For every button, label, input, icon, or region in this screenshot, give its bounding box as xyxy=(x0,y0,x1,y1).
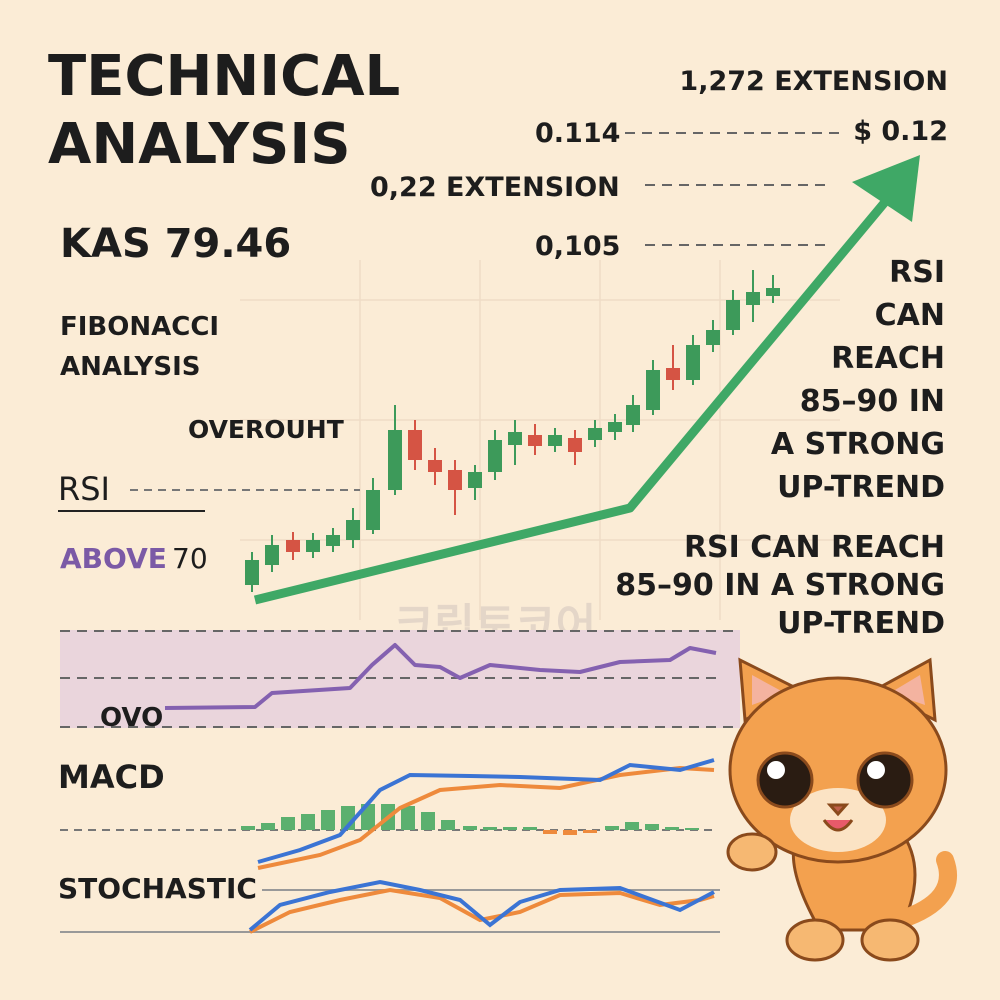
candle-body xyxy=(766,288,780,296)
histogram-bar xyxy=(401,806,415,830)
arrow-head xyxy=(852,155,920,222)
candle-body xyxy=(626,405,640,425)
title-line: ANALYSIS xyxy=(48,112,351,177)
macd-label: MACD xyxy=(58,758,165,796)
candle-body xyxy=(448,470,462,490)
histogram-bar xyxy=(503,827,517,830)
overbought-label: OVEROUHT xyxy=(188,415,344,444)
ticker: KAS 79.46 xyxy=(60,221,291,267)
histogram-bar xyxy=(523,827,537,830)
candle-body xyxy=(265,545,279,565)
candle-body xyxy=(488,440,502,472)
histogram-bar xyxy=(583,830,597,833)
candlesticks xyxy=(245,270,780,592)
candle-body xyxy=(666,368,680,380)
histogram-bar xyxy=(301,814,315,830)
trend-arrow xyxy=(253,187,899,605)
note-line: UP-TREND xyxy=(777,470,945,505)
histogram-bar xyxy=(645,824,659,830)
histogram-bar xyxy=(543,830,557,834)
candle-body xyxy=(428,460,442,472)
level-label: 0,105 xyxy=(535,231,620,262)
rsi-level-label: OVO xyxy=(100,703,163,733)
candle-body xyxy=(245,560,259,585)
candle-body xyxy=(508,432,522,445)
level-label: 0,22 EXTENSION xyxy=(370,172,620,203)
histogram-bar xyxy=(685,828,699,830)
candle-body xyxy=(706,330,720,345)
stoch-k xyxy=(248,879,715,932)
candle-body xyxy=(286,540,300,552)
histogram-bar xyxy=(361,804,375,830)
macd-line xyxy=(257,758,715,864)
note-line: CAN xyxy=(875,298,945,333)
title-line: TECHNICAL xyxy=(48,44,400,109)
candle-body xyxy=(588,428,602,440)
candle-body xyxy=(686,345,700,380)
level-label: 1,272 EXTENSION xyxy=(679,66,948,97)
histogram-bar xyxy=(605,826,619,830)
rsi-line xyxy=(164,643,717,710)
candle-body xyxy=(746,292,760,305)
note-line: A STRONG xyxy=(771,427,945,462)
note-line: RSI xyxy=(889,255,945,290)
histogram-bar xyxy=(241,826,255,830)
candle-body xyxy=(346,520,360,540)
stochastic-label: STOCHASTIC xyxy=(58,872,257,905)
histogram-bar xyxy=(563,830,577,835)
candle-body xyxy=(528,435,542,446)
candle-body xyxy=(568,438,582,452)
note-line: RSI CAN REACH xyxy=(684,530,945,565)
candle-body xyxy=(388,430,402,490)
macd-histogram xyxy=(241,804,699,835)
candle-body xyxy=(608,422,622,432)
candle-body xyxy=(726,300,740,330)
cat-mascot xyxy=(726,657,957,962)
macd-signal xyxy=(257,765,715,870)
note-line: REACH xyxy=(831,341,945,376)
histogram-bar xyxy=(421,812,435,830)
histogram-bar xyxy=(483,827,497,830)
above-number: 70 xyxy=(172,542,208,575)
note-line: 85–90 IN xyxy=(800,384,945,419)
price-target: $ 0.12 xyxy=(853,116,948,147)
level-label: 0.114 xyxy=(535,118,620,149)
candle-body xyxy=(408,430,422,460)
note-line: 85–90 IN A STRONG xyxy=(615,568,945,603)
histogram-bar xyxy=(463,826,477,830)
note: RSI CAN REACH 85–90 IN A STRONG UP-TREND xyxy=(771,255,945,505)
candle-body xyxy=(326,535,340,546)
rsi-label: RSI xyxy=(58,470,110,508)
candle-body xyxy=(646,370,660,410)
candle-body xyxy=(366,490,380,530)
note-line: UP-TREND xyxy=(777,606,945,641)
above-word: ABOVE xyxy=(60,542,167,575)
histogram-bar xyxy=(321,810,335,830)
histogram-bar xyxy=(441,820,455,830)
histogram-bar xyxy=(281,817,295,830)
histogram-bar xyxy=(625,822,639,830)
candle-body xyxy=(468,472,482,488)
fibonacci-label: ANALYSIS xyxy=(60,352,200,382)
histogram-bar xyxy=(665,827,679,830)
candle-body xyxy=(306,540,320,552)
fibonacci-label: FIBONACCI xyxy=(60,312,219,342)
histogram-bar xyxy=(261,823,275,830)
candle-body xyxy=(548,435,562,446)
